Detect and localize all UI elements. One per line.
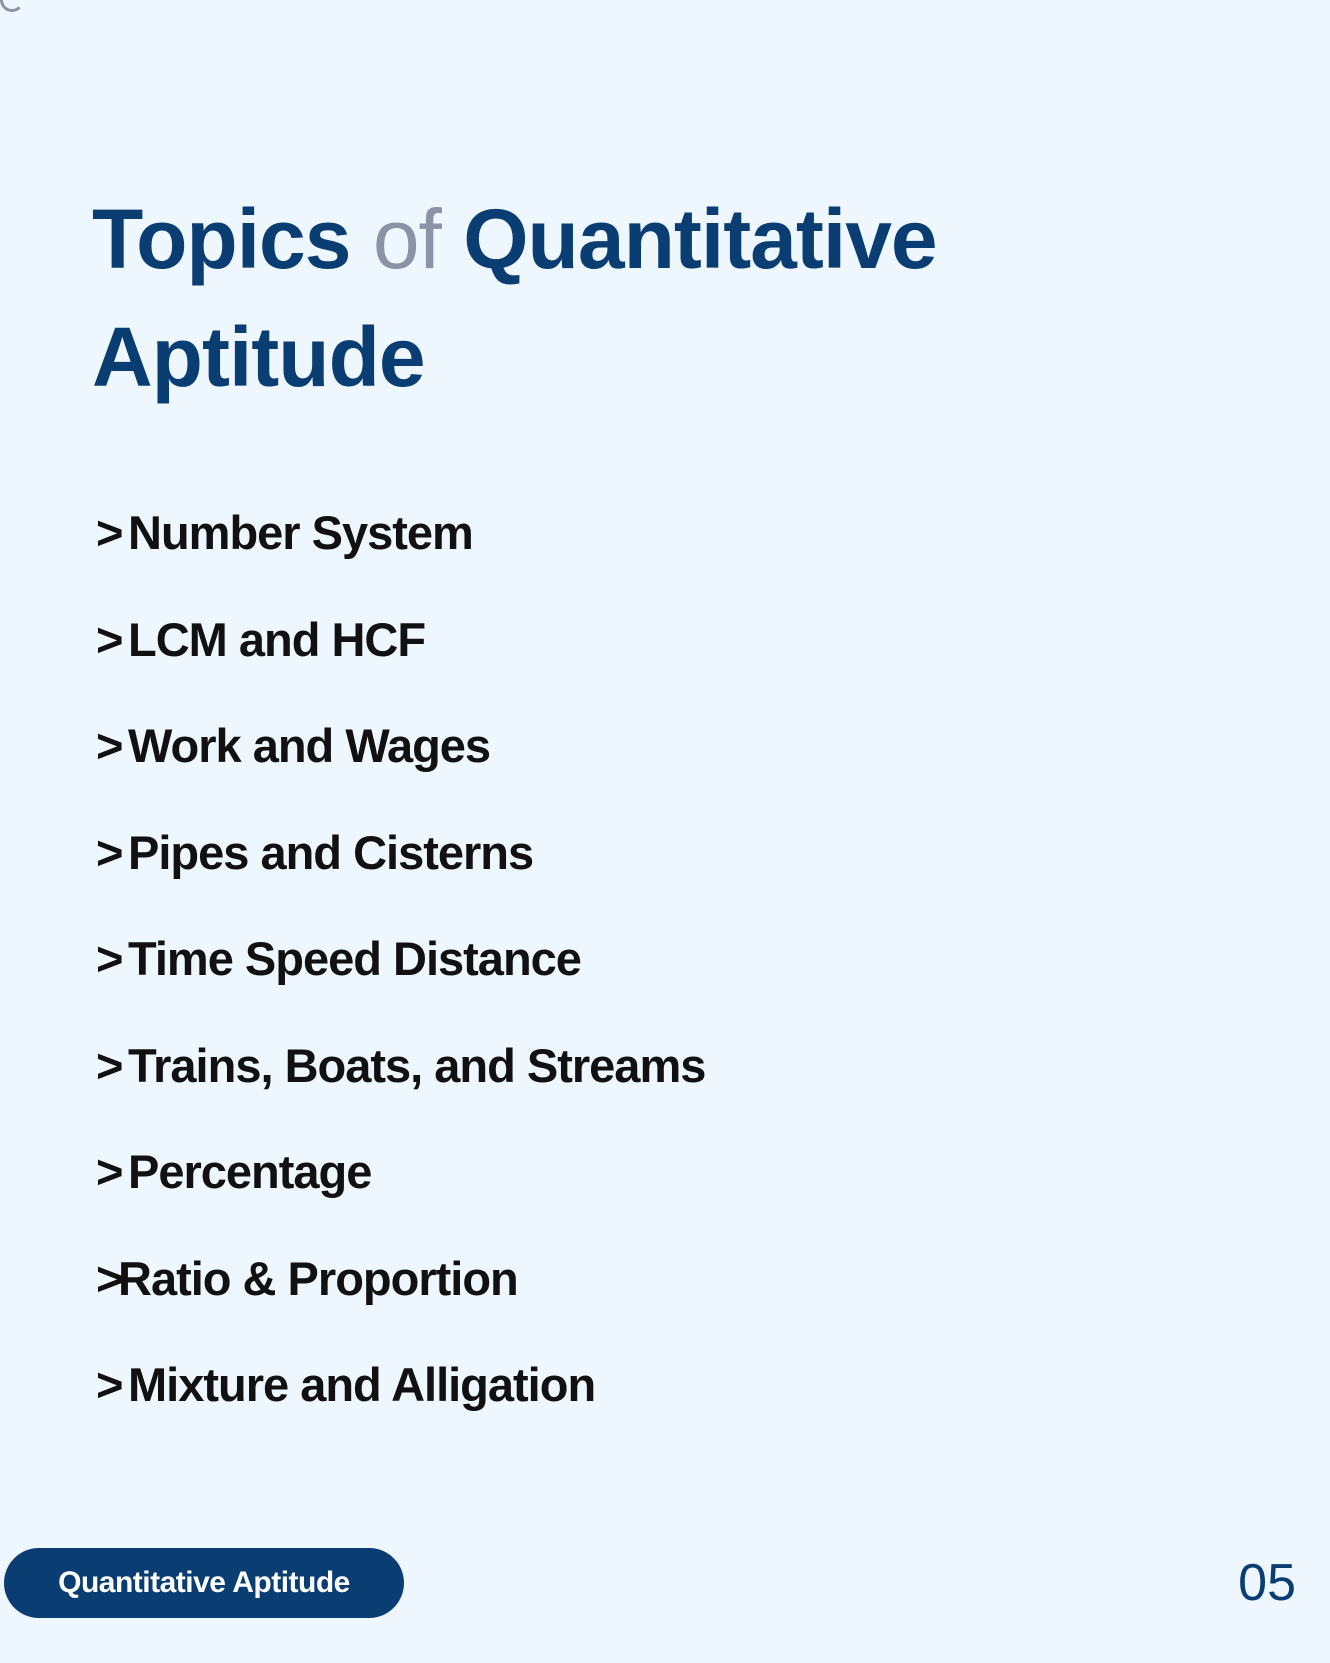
corner-arc-decoration — [0, 0, 24, 12]
topic-item: > Mixture and Alligation — [96, 1352, 705, 1459]
topic-label: Work and Wages — [128, 719, 491, 772]
footer-section-badge: Quantitative Aptitude — [4, 1548, 404, 1618]
topic-label: Ratio & Proportion — [118, 1251, 519, 1305]
topic-item: > Pipes and Cisterns — [96, 820, 705, 927]
chevron-right-icon: > — [96, 825, 123, 879]
chevron-right-icon: > — [96, 1038, 123, 1092]
topic-list: > Number System > LCM and HCF > Work and Wa… — [96, 500, 706, 1459]
title-word-of: of — [372, 192, 442, 286]
title-word-topics: Topics — [92, 192, 351, 286]
chevron-right-icon: > — [96, 506, 123, 559]
topic-label: Time Speed Distance — [128, 932, 582, 985]
topic-label: Number System — [128, 506, 474, 559]
page-title: Topics of Quantitative Aptitude — [92, 180, 1092, 416]
title-word-aptitude: Aptitude — [92, 310, 426, 404]
chevron-right-icon: > — [96, 1358, 123, 1411]
topic-item: > Time Speed Distance — [96, 926, 705, 1033]
topic-item: > Percentage — [96, 1139, 705, 1246]
topic-item: > Work and Wages — [96, 713, 705, 820]
page-number: 05 — [1238, 1554, 1296, 1612]
chevron-right-icon: > — [96, 719, 123, 772]
topic-label: Pipes and Cisterns — [128, 825, 534, 879]
chevron-right-icon: > — [96, 932, 123, 985]
topic-item: > LCM and HCF — [96, 607, 705, 714]
topic-item: > Trains, Boats, and Streams — [96, 1033, 706, 1140]
topic-label: Trains, Boats, and Streams — [128, 1038, 706, 1092]
chevron-right-icon: > — [96, 612, 123, 666]
topic-label: Percentage — [128, 1145, 372, 1198]
chevron-right-icon: > — [96, 1251, 123, 1305]
topic-item: > Number System — [96, 500, 705, 607]
topic-label: LCM and HCF — [128, 612, 426, 666]
title-word-quantitative: Quantitative — [463, 192, 937, 286]
topic-label: Mixture and Alligation — [128, 1358, 596, 1411]
topic-item: > Ratio & Proportion — [96, 1246, 705, 1353]
chevron-right-icon: > — [96, 1145, 123, 1198]
